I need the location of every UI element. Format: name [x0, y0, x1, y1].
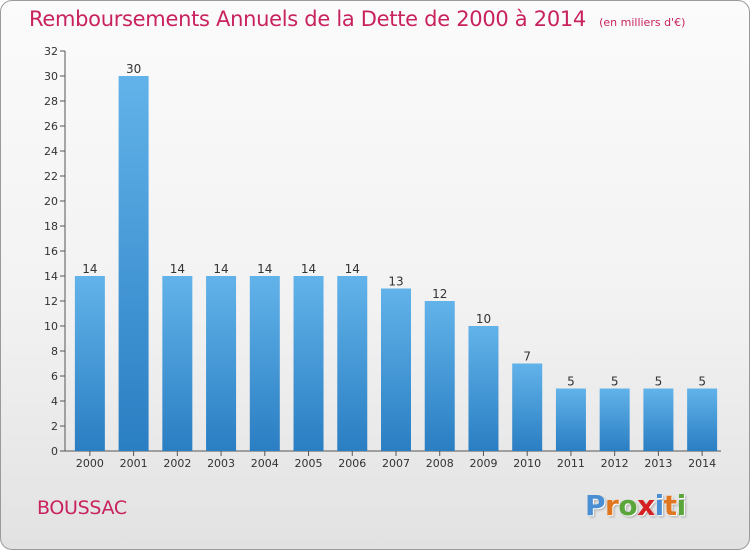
y-tick-label: 12	[44, 295, 58, 308]
y-tick-label: 24	[44, 145, 58, 158]
data-label-2009: 10	[476, 312, 491, 326]
data-labels: 14 30 14 14 14 14 14 13 12 10 7 5 5 5 5	[82, 62, 706, 389]
y-tick-label: 18	[44, 220, 58, 233]
x-tick-label: 2005	[295, 457, 323, 470]
logo-letter: o	[618, 489, 638, 522]
logo-letter: P	[585, 489, 606, 522]
bar-2005[interactable]	[293, 276, 324, 451]
bar-2008[interactable]	[424, 301, 455, 451]
bar-2000[interactable]	[74, 276, 105, 451]
data-label-2013: 5	[655, 375, 663, 389]
data-label-2005: 14	[301, 262, 316, 276]
commune-name: BOUSSAC	[37, 497, 127, 519]
x-tick-label: 2006	[338, 457, 366, 470]
y-tick-label: 10	[44, 320, 58, 333]
data-label-2008: 12	[432, 287, 447, 301]
x-tick-label: 2013	[644, 457, 672, 470]
x-tick-label: 2002	[163, 457, 191, 470]
x-tick-label: 2003	[207, 457, 235, 470]
x-tick-label: 2004	[251, 457, 279, 470]
data-label-2010: 7	[523, 350, 531, 364]
y-tick-label: 2	[51, 420, 58, 433]
x-tick-label: 2014	[688, 457, 716, 470]
data-label-2000: 14	[82, 262, 97, 276]
chart-title: Remboursements Annuels de la Dette de 20…	[29, 7, 586, 31]
bar-2006[interactable]	[337, 276, 368, 451]
bar-2009[interactable]	[468, 326, 499, 451]
x-tick-label: 2010	[513, 457, 541, 470]
chart-subtitle: (en milliers d'€)	[599, 16, 686, 29]
data-label-2004: 14	[257, 262, 272, 276]
x-axis: 2000 2001 2002 2003 2004 2005 2006 2007 2008 2009…	[65, 450, 721, 470]
y-tick-label: 0	[51, 445, 58, 458]
x-tick-label: 2012	[601, 457, 629, 470]
chart-title-row: Remboursements Annuels de la Dette de 20…	[29, 7, 685, 31]
y-tick-label: 14	[44, 270, 58, 283]
y-tick-label: 16	[44, 245, 58, 258]
y-tick-label: 4	[51, 395, 58, 408]
data-label-2003: 14	[213, 262, 228, 276]
proxiti-logo[interactable]: Proxiti	[585, 489, 686, 522]
x-tick-label: 2008	[426, 457, 454, 470]
bar-2004[interactable]	[249, 276, 280, 451]
x-tick-label: 2011	[557, 457, 585, 470]
data-label-2006: 14	[345, 262, 360, 276]
y-tick-label: 26	[44, 120, 58, 133]
y-tick-label: 30	[44, 70, 58, 83]
bar-2011[interactable]	[555, 388, 586, 452]
x-tick-label: 2009	[469, 457, 497, 470]
y-tick-label: 8	[51, 345, 58, 358]
data-label-2001: 30	[126, 62, 141, 76]
data-label-2012: 5	[611, 375, 619, 389]
bar-2007[interactable]	[381, 288, 411, 452]
data-label-2014: 5	[698, 375, 706, 389]
y-tick-label: 22	[44, 170, 58, 183]
logo-letter: i	[676, 489, 687, 522]
y-tick-label: 32	[44, 45, 58, 58]
logo-letter: i	[654, 489, 665, 522]
y-tick-label: 6	[51, 370, 58, 383]
bar-2013[interactable]	[643, 388, 674, 452]
data-label-2002: 14	[170, 262, 185, 276]
logo-letter: t	[663, 489, 677, 522]
x-tick-label: 2007	[382, 457, 410, 470]
bar-2012[interactable]	[599, 388, 630, 452]
bar-2001[interactable]	[118, 76, 149, 451]
bars	[74, 76, 718, 452]
x-tick-label: 2001	[120, 457, 148, 470]
data-label-2007: 13	[388, 275, 403, 289]
logo-letter: r	[605, 489, 619, 522]
y-tick-label: 20	[44, 195, 58, 208]
y-tick-label: 28	[44, 95, 58, 108]
x-tick-label: 2000	[76, 457, 104, 470]
bar-2014[interactable]	[687, 388, 718, 452]
data-label-2011: 5	[567, 375, 575, 389]
bar-2010[interactable]	[512, 363, 543, 452]
bar-2003[interactable]	[206, 276, 237, 451]
bar-2002[interactable]	[162, 276, 193, 451]
logo-letter: x	[637, 489, 655, 522]
